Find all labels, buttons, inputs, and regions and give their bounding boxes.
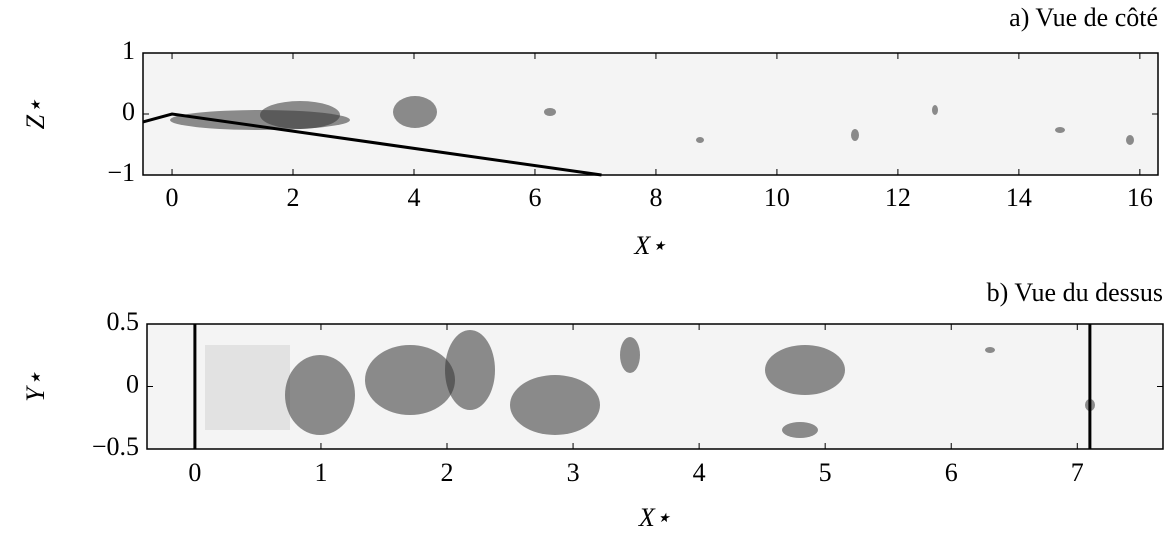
x-tick-label: 0	[166, 183, 179, 212]
x-tick-label: 8	[649, 183, 662, 212]
x-axis-label: X⋆	[638, 503, 671, 532]
y-tick-label: −0.5	[92, 432, 139, 461]
x-tick-label: 5	[819, 458, 832, 487]
x-tick-label: 4	[407, 183, 420, 212]
x-tick-label: 6	[528, 183, 541, 212]
x-tick-label: 14	[1006, 183, 1032, 212]
y-tick-label: 0	[122, 97, 135, 126]
x-tick-label: 2	[441, 458, 454, 487]
panel-title: a) Vue de côté	[1009, 3, 1158, 32]
y-tick-label: −1	[107, 158, 135, 187]
panel-title: b) Vue du dessus	[987, 278, 1163, 307]
x-tick-label: 7	[1071, 458, 1084, 487]
x-tick-label: 16	[1127, 183, 1153, 212]
photo-a	[143, 53, 1158, 175]
overlay-line	[142, 112, 602, 177]
y-axis-label: Z⋆	[21, 99, 50, 130]
x-tick-label: 1	[314, 458, 327, 487]
y-tick-label: 0.5	[107, 307, 140, 336]
x-tick-label: 2	[287, 183, 300, 212]
x-axis-label: X⋆	[633, 231, 666, 260]
x-tick-label: 3	[567, 458, 580, 487]
x-tick-label: 10	[764, 183, 790, 212]
y-tick-label: 0	[126, 369, 139, 398]
x-tick-label: 6	[945, 458, 958, 487]
y-axis-label: Y⋆	[21, 371, 50, 402]
photo-b	[147, 324, 1163, 449]
x-tick-label: 0	[188, 458, 201, 487]
y-tick-label: 1	[122, 36, 135, 65]
x-tick-label: 4	[693, 458, 706, 487]
x-tick-label: 12	[885, 183, 911, 212]
